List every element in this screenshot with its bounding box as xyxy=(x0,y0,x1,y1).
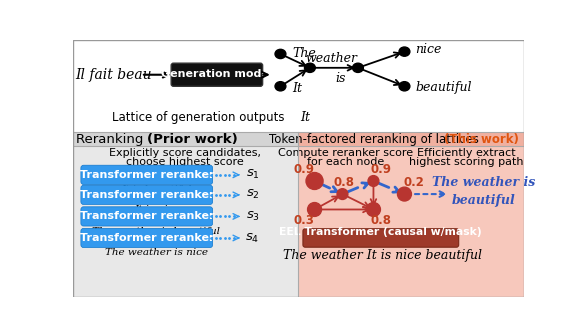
Text: The weather is beautiful: The weather is beautiful xyxy=(93,226,221,235)
Circle shape xyxy=(307,202,321,216)
Text: (Prior work): (Prior work) xyxy=(147,133,238,146)
Text: 0.9: 0.9 xyxy=(371,163,392,176)
Text: Token-factored reranking of lattices: Token-factored reranking of lattices xyxy=(269,133,482,146)
Text: Transformer reranker: Transformer reranker xyxy=(80,190,214,200)
Bar xyxy=(299,133,524,146)
Text: is: is xyxy=(335,72,345,85)
Text: $s_1$: $s_1$ xyxy=(246,168,260,181)
FancyBboxPatch shape xyxy=(171,63,262,86)
Text: Reranking: Reranking xyxy=(76,133,147,146)
Text: choose highest score: choose highest score xyxy=(126,157,244,167)
Text: 0.9: 0.9 xyxy=(293,163,314,176)
Text: Transformer reranker: Transformer reranker xyxy=(80,170,214,180)
Text: 0.3: 0.3 xyxy=(293,214,314,227)
Text: weather: weather xyxy=(305,52,357,65)
FancyBboxPatch shape xyxy=(81,165,212,184)
Text: Il fait beau: Il fait beau xyxy=(75,68,151,82)
Text: The weather is
beautiful: The weather is beautiful xyxy=(432,176,535,207)
Circle shape xyxy=(398,187,411,201)
FancyBboxPatch shape xyxy=(81,185,212,204)
Text: for each node: for each node xyxy=(307,157,384,167)
Ellipse shape xyxy=(399,81,410,91)
FancyBboxPatch shape xyxy=(303,229,459,247)
Text: The: The xyxy=(292,47,316,60)
Ellipse shape xyxy=(275,81,286,91)
Bar xyxy=(299,133,524,297)
Text: It is beautiful: It is beautiful xyxy=(121,185,191,194)
Text: 0.2: 0.2 xyxy=(403,176,424,189)
Circle shape xyxy=(306,173,323,189)
Ellipse shape xyxy=(399,47,410,56)
Text: Generation model: Generation model xyxy=(161,69,273,79)
Bar xyxy=(73,133,299,297)
Text: highest scoring path: highest scoring path xyxy=(409,157,524,167)
FancyBboxPatch shape xyxy=(81,207,212,226)
Text: Efficiently extract: Efficiently extract xyxy=(417,148,516,158)
Text: 0.8: 0.8 xyxy=(371,214,392,227)
Text: beautiful: beautiful xyxy=(416,81,472,94)
Text: Lattice of generation outputs: Lattice of generation outputs xyxy=(112,111,285,124)
Ellipse shape xyxy=(275,49,286,58)
Ellipse shape xyxy=(304,63,315,72)
Text: The weather It is nice beautiful: The weather It is nice beautiful xyxy=(283,249,482,262)
Text: Transformer reranker: Transformer reranker xyxy=(80,211,214,221)
Circle shape xyxy=(337,189,348,199)
Text: Transformer reranker: Transformer reranker xyxy=(80,233,214,243)
Bar xyxy=(73,133,299,146)
Text: EEL Transformer (causal w/mask): EEL Transformer (causal w/mask) xyxy=(279,227,482,237)
Text: Explicitly score candidates,: Explicitly score candidates, xyxy=(109,148,261,158)
Text: The weather is nice: The weather is nice xyxy=(105,248,208,257)
Ellipse shape xyxy=(353,63,363,72)
FancyBboxPatch shape xyxy=(81,228,212,247)
Text: (This work): (This work) xyxy=(443,133,519,146)
Text: $s_3$: $s_3$ xyxy=(246,210,260,223)
Text: $s_4$: $s_4$ xyxy=(246,231,260,244)
Text: Compute reranker score: Compute reranker score xyxy=(278,148,413,158)
Text: It is nice: It is nice xyxy=(134,205,179,214)
Circle shape xyxy=(368,176,379,186)
Text: It: It xyxy=(292,82,302,95)
Text: 0.8: 0.8 xyxy=(333,176,354,189)
Circle shape xyxy=(367,202,381,216)
Text: $s_2$: $s_2$ xyxy=(246,188,260,201)
Text: nice: nice xyxy=(416,43,442,56)
Text: It: It xyxy=(300,111,310,124)
